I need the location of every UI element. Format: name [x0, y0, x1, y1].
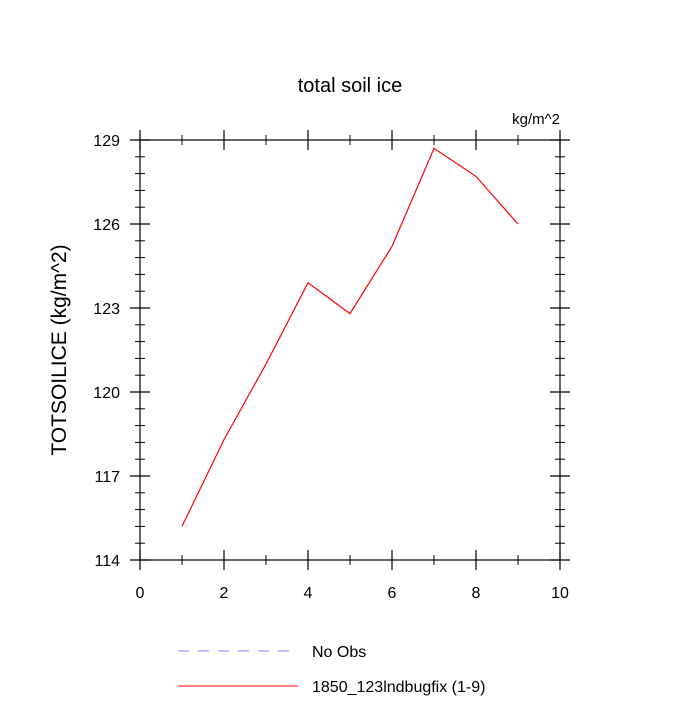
y-tick-label: 123 — [93, 301, 120, 318]
y-tick-label: 114 — [94, 553, 120, 570]
x-tick-label: 0 — [136, 585, 145, 602]
y-axis-label: TOTSOILICE (kg/m^2) — [48, 244, 71, 455]
plot-frame — [139, 139, 561, 561]
y-tick-label: 117 — [94, 469, 120, 486]
axis-ticks — [130, 130, 570, 570]
x-tick-label: 4 — [304, 585, 313, 602]
axis-tick-labels: 0 2 4 6 8 10 114 117 120 123 126 129 — [93, 133, 569, 602]
legend-label: 1850_123lndbugfix (1-9) — [312, 679, 485, 696]
y-tick-label: 129 — [93, 133, 120, 150]
series-layer — [181, 147, 519, 527]
legend: No Obs 1850_123lndbugfix (1-9) — [178, 644, 485, 696]
legend-label: No Obs — [312, 644, 366, 661]
x-tick-label: 10 — [551, 585, 569, 602]
series-line — [181, 147, 519, 527]
y-tick-label: 120 — [93, 385, 120, 402]
x-tick-label: 8 — [472, 585, 481, 602]
x-tick-label: 6 — [388, 585, 397, 602]
y-tick-label: 126 — [93, 217, 120, 234]
chart-title: total soil ice — [298, 75, 403, 97]
x-tick-label: 2 — [220, 585, 229, 602]
units-label: kg/m^2 — [512, 111, 560, 128]
